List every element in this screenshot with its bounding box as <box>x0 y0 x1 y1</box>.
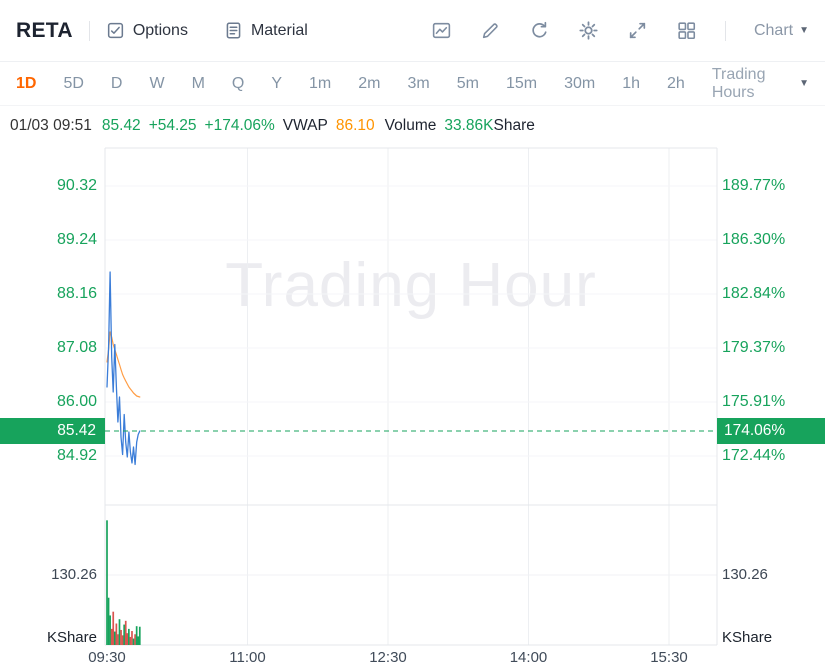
quote-change-pct: +174.06% <box>204 117 275 134</box>
timeframe-bar: 1D 5D D W M Q Y 1m 2m 3m 5m 15m 30m 1h 2h Trading Hour… <box>0 62 825 106</box>
refresh-button[interactable] <box>529 20 550 41</box>
timeframe-2h[interactable]: 2h <box>667 74 685 92</box>
timeframe-bar-items: 1D 5D D W M Q Y 1m 2m 3m 5m 15m 30m 1h 2h <box>16 75 712 93</box>
chevron-down-icon: ▼ <box>799 24 809 36</box>
chart-type-menu[interactable]: Chart ▼ <box>754 22 809 40</box>
timeframe-1h[interactable]: 1h <box>622 74 641 92</box>
chart-toolbar: Chart ▼ <box>431 20 809 41</box>
tab-options-label: Options <box>132 21 188 39</box>
volume-value: 33.86K <box>444 117 494 134</box>
symbol-title: RETA <box>16 18 73 42</box>
refresh-icon <box>532 21 547 38</box>
chart-watermark: Trading Hour <box>225 251 597 320</box>
draw-edit-button[interactable] <box>480 20 501 41</box>
current-price-tag: 85.42 <box>0 418 105 444</box>
timeframe-5m[interactable]: 5m <box>456 74 479 92</box>
vwap-value: 86.10 <box>335 117 375 134</box>
layout-grid-button[interactable] <box>676 20 697 41</box>
expand-arrows-icon <box>629 22 646 39</box>
quote-last-price: 85.42 <box>101 117 141 134</box>
chevron-down-icon: ▼ <box>799 77 809 89</box>
chart-image-icon <box>432 22 451 39</box>
chart-image-button[interactable] <box>431 20 452 41</box>
timeframe-1m[interactable]: 1m <box>309 74 332 92</box>
tab-options[interactable]: Options <box>106 21 188 40</box>
timeframe-15m[interactable]: 15m <box>505 74 538 92</box>
timeframe-D[interactable]: D <box>110 74 123 92</box>
timeframe-5D[interactable]: 5D <box>63 74 84 92</box>
timeframe-Q[interactable]: Q <box>231 74 245 92</box>
timeframe-2m[interactable]: 2m <box>358 74 381 92</box>
vwap-label: VWAP <box>282 117 328 134</box>
quote-datetime: 01/03 09:51 <box>10 117 92 134</box>
layout-grid-icon <box>678 22 696 40</box>
tab-material[interactable]: Material <box>224 21 308 40</box>
options-icon <box>106 21 125 40</box>
timeframe-30m[interactable]: 30m <box>564 74 596 92</box>
timeframe-M[interactable]: M <box>191 74 205 92</box>
material-icon <box>224 21 243 40</box>
fullscreen-button[interactable] <box>627 20 648 41</box>
timeframe-3m[interactable]: 3m <box>407 74 430 92</box>
timeframe-W[interactable]: W <box>149 74 165 92</box>
timeframe-1D[interactable]: 1D <box>16 74 37 92</box>
tab-material-label: Material <box>250 21 308 39</box>
divider <box>724 20 726 41</box>
quote-change: +54.25 <box>148 117 197 134</box>
timeframe-Y[interactable]: Y <box>271 74 283 92</box>
volume-unit: Share <box>493 117 535 134</box>
trading-hours-label: Trading Hours <box>711 65 766 101</box>
topbar: RETA Options Material <box>0 0 825 62</box>
volume-label: Volume <box>384 117 437 134</box>
settings-button[interactable] <box>578 20 599 41</box>
chart-type-menu-label: Chart <box>753 21 794 39</box>
quote-bar: 01/03 09:51 85.42 +54.25 +174.06% VWAP 8… <box>0 106 825 146</box>
trading-hours-menu[interactable]: Trading Hours ▼ <box>712 66 809 102</box>
current-pct-tag: 174.06% <box>717 418 825 444</box>
edit-pencil-icon <box>482 23 498 39</box>
gear-icon <box>579 21 598 40</box>
divider <box>88 20 90 41</box>
